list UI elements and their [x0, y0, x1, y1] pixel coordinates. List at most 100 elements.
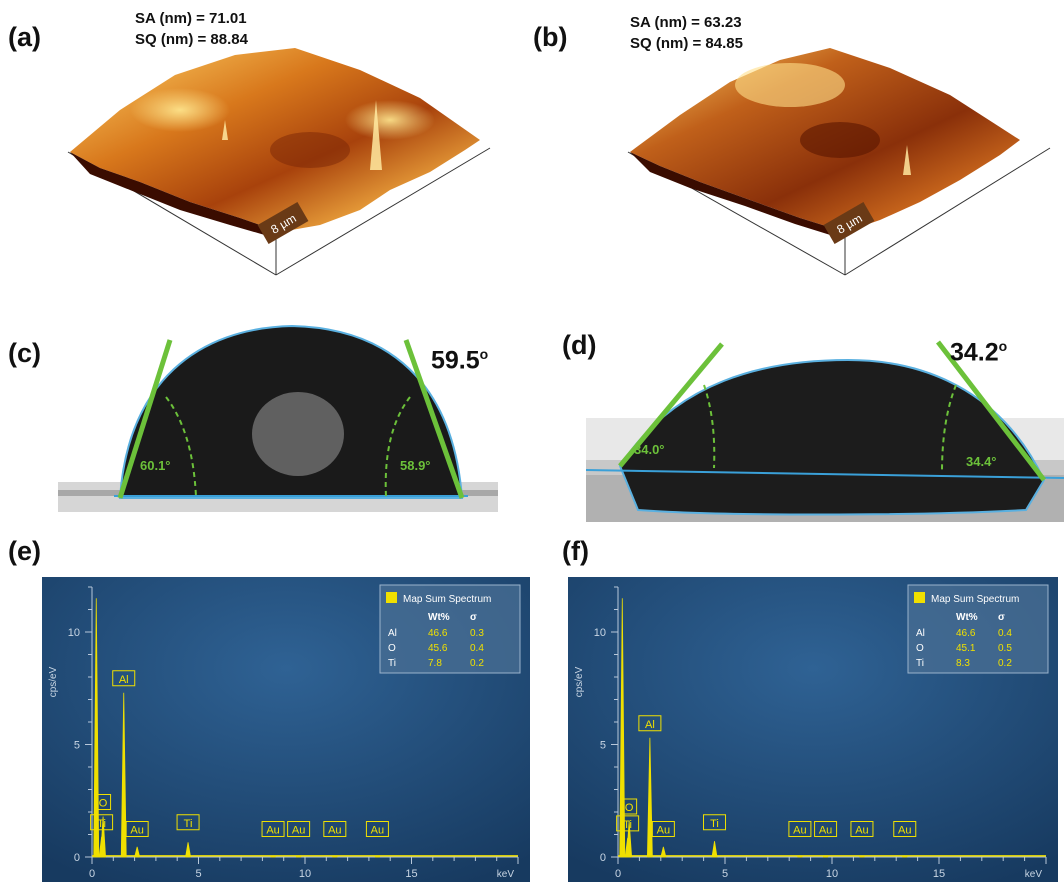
spectrum-peak-e	[185, 842, 192, 858]
spectrum-peak-f	[646, 737, 653, 858]
eds-plot-f: 0 5 10 15 0 5 10 keV cps/eV O Ti Al Au Ti Au Au Au Au Map …	[574, 584, 1049, 880]
legend-sigma-f: 0.2	[998, 658, 1012, 669]
peak-label-e: Au	[371, 825, 384, 837]
y-tick-label-f: 5	[600, 740, 606, 752]
sq-value-a: SQ (nm) = 88.84	[135, 31, 248, 48]
peak-label-f: Ti	[623, 819, 632, 831]
peak-label-box-e	[176, 814, 200, 831]
legend-title-f: Map Sum Spectrum	[931, 594, 1019, 605]
peak-label-box-e	[287, 821, 311, 837]
peak-label-box-f	[651, 821, 675, 837]
x-tick-label-e: 0	[89, 868, 95, 880]
peak-label-e: Ti	[97, 818, 106, 830]
spectrum-peak-f	[660, 846, 667, 858]
peak-label-box-f	[621, 798, 638, 815]
spectrum-peak-e	[332, 855, 338, 858]
left-angle-c: 60.1°	[140, 458, 171, 473]
afm-topography-a	[70, 48, 480, 232]
contact-angle-value-d: 34.2o	[950, 338, 1007, 367]
panel-label-c: (c)	[8, 338, 41, 368]
legend-sigma-e: 0.3	[470, 628, 484, 639]
legend-element-e: Ti	[388, 658, 396, 669]
peak-label-box-e	[323, 821, 347, 837]
peak-label-box-e	[261, 821, 285, 837]
afm-surface-a: 8 µm	[67, 48, 491, 276]
tangent-left-d	[618, 342, 724, 468]
left-angle-d: 34.0°	[634, 442, 665, 457]
peak-label-box-f	[893, 821, 917, 837]
peak-label-box-f	[638, 715, 662, 732]
tangent-right-c	[403, 339, 465, 499]
peak-label-e: Au	[130, 825, 143, 837]
legend-swatch-f	[914, 592, 925, 603]
x-tick-label-f: 0	[615, 868, 621, 880]
degree-symbol-d: o	[998, 338, 1008, 354]
sa-value-a: SA (nm) = 71.01	[135, 10, 247, 27]
degree-symbol-c: o	[479, 346, 489, 362]
legend-header-wt-e: Wt%	[428, 612, 450, 623]
x-tick-label-e: 15	[405, 868, 417, 880]
peak-label-box-f	[616, 815, 640, 832]
y-axis-label-f: cps/eV	[574, 666, 585, 697]
peak-label-box-f	[788, 821, 812, 837]
peak-label-f: Ti	[710, 818, 719, 830]
peak-label-f: Al	[645, 719, 655, 731]
spectrum-peak-f	[619, 598, 626, 858]
peak-label-e: Ti	[184, 818, 193, 830]
legend-wt-f: 45.1	[956, 643, 976, 654]
spectrum-peak-e	[374, 855, 381, 858]
spectrum-peak-f	[797, 855, 803, 858]
legend-element-e: O	[388, 643, 396, 654]
x-tick-label-f: 10	[826, 868, 838, 880]
y-tick-label-f: 0	[600, 852, 606, 864]
x-tick-label-e: 10	[299, 868, 311, 880]
legend-element-f: O	[916, 643, 924, 654]
peak-label-box-e	[95, 794, 112, 810]
spectrum-peak-e	[93, 598, 100, 858]
peak-label-f: Au	[898, 825, 911, 837]
y-tick-label-e: 10	[68, 627, 80, 639]
afm-surface-b: 8 µm	[627, 48, 1051, 276]
x-tick-label-f: 15	[933, 868, 945, 880]
peak-label-box-e	[125, 821, 149, 837]
x-tick-label-f: 5	[722, 868, 728, 880]
peak-label-f: Au	[657, 825, 670, 837]
sa-value-b: SA (nm) = 63.23	[630, 14, 742, 31]
legend-box-e	[379, 584, 521, 674]
panel-label-e: (e)	[8, 536, 41, 566]
baseline-d	[586, 469, 1064, 479]
right-angle-d: 34.4°	[966, 454, 997, 469]
spectrum-peak-e	[295, 855, 302, 858]
peak-label-box-e	[112, 670, 136, 687]
spectrum-peak-f	[822, 855, 829, 858]
y-tick-label-e: 5	[74, 740, 80, 752]
legend-wt-e: 7.8	[428, 658, 442, 669]
legend-swatch-e	[386, 592, 397, 603]
spectrum-peak-f	[624, 837, 631, 858]
peak-label-box-f	[814, 821, 838, 837]
peak-label-e: Au	[266, 825, 279, 837]
y-tick-label-f: 10	[594, 627, 606, 639]
legend-header-wt-f: Wt%	[956, 612, 978, 623]
legend-box-f	[907, 584, 1049, 674]
legend-sigma-f: 0.4	[998, 628, 1012, 639]
peak-label-f: Au	[855, 825, 868, 837]
spectrum-peak-f	[711, 841, 718, 858]
panel-label-a: (a)	[8, 22, 41, 52]
y-tick-label-e: 0	[74, 852, 80, 864]
eds-spectrum-e: 0 5 10 15 0 5 10 keV cps/eV O Ti Al Au Ti Au Au Au Au Map …	[42, 577, 530, 882]
droplet-d	[618, 358, 1046, 516]
panel-label-b: (b)	[533, 22, 568, 52]
legend-wt-e: 46.6	[428, 628, 448, 639]
spectrum-peak-f	[902, 855, 908, 858]
peak-label-box-f	[850, 821, 874, 837]
sq-value-b: SQ (nm) = 84.85	[630, 35, 743, 52]
contact-angle-number-d: 34.2	[950, 338, 999, 367]
roughness-stats-a: SA (nm) = 71.01 SQ (nm) = 88.84	[135, 8, 248, 50]
legend-sigma-e: 0.4	[470, 643, 484, 654]
contact-angle-image-c: 60.1° 58.9°	[58, 324, 498, 512]
legend-sigma-e: 0.2	[470, 658, 484, 669]
spectrum-peak-e	[270, 855, 276, 858]
y-axis-label-e: cps/eV	[48, 666, 59, 697]
legend-element-e: Al	[388, 628, 397, 639]
